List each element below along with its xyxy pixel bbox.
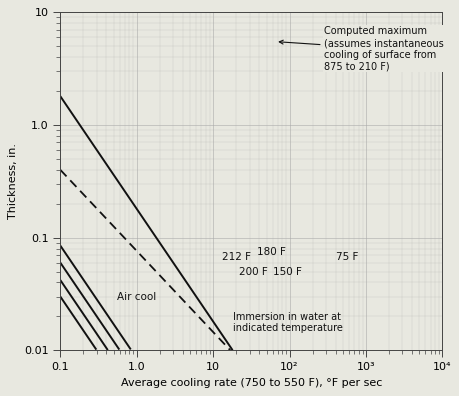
Text: Immersion in water at
indicated temperature: Immersion in water at indicated temperat…: [232, 312, 342, 333]
Text: Computed maximum
(assumes instantaneous
cooling of surface from
875 to 210 F): Computed maximum (assumes instantaneous …: [279, 27, 442, 71]
X-axis label: Average cooling rate (750 to 550 F), °F per sec: Average cooling rate (750 to 550 F), °F …: [120, 378, 381, 388]
Text: 150 F: 150 F: [272, 267, 301, 277]
Text: 200 F: 200 F: [239, 267, 268, 277]
Y-axis label: Thickness, in.: Thickness, in.: [8, 143, 18, 219]
Text: 180 F: 180 F: [257, 248, 285, 257]
Text: 212 F: 212 F: [221, 252, 250, 262]
Text: Air cool: Air cool: [117, 291, 156, 302]
Text: 75 F: 75 F: [335, 252, 357, 262]
